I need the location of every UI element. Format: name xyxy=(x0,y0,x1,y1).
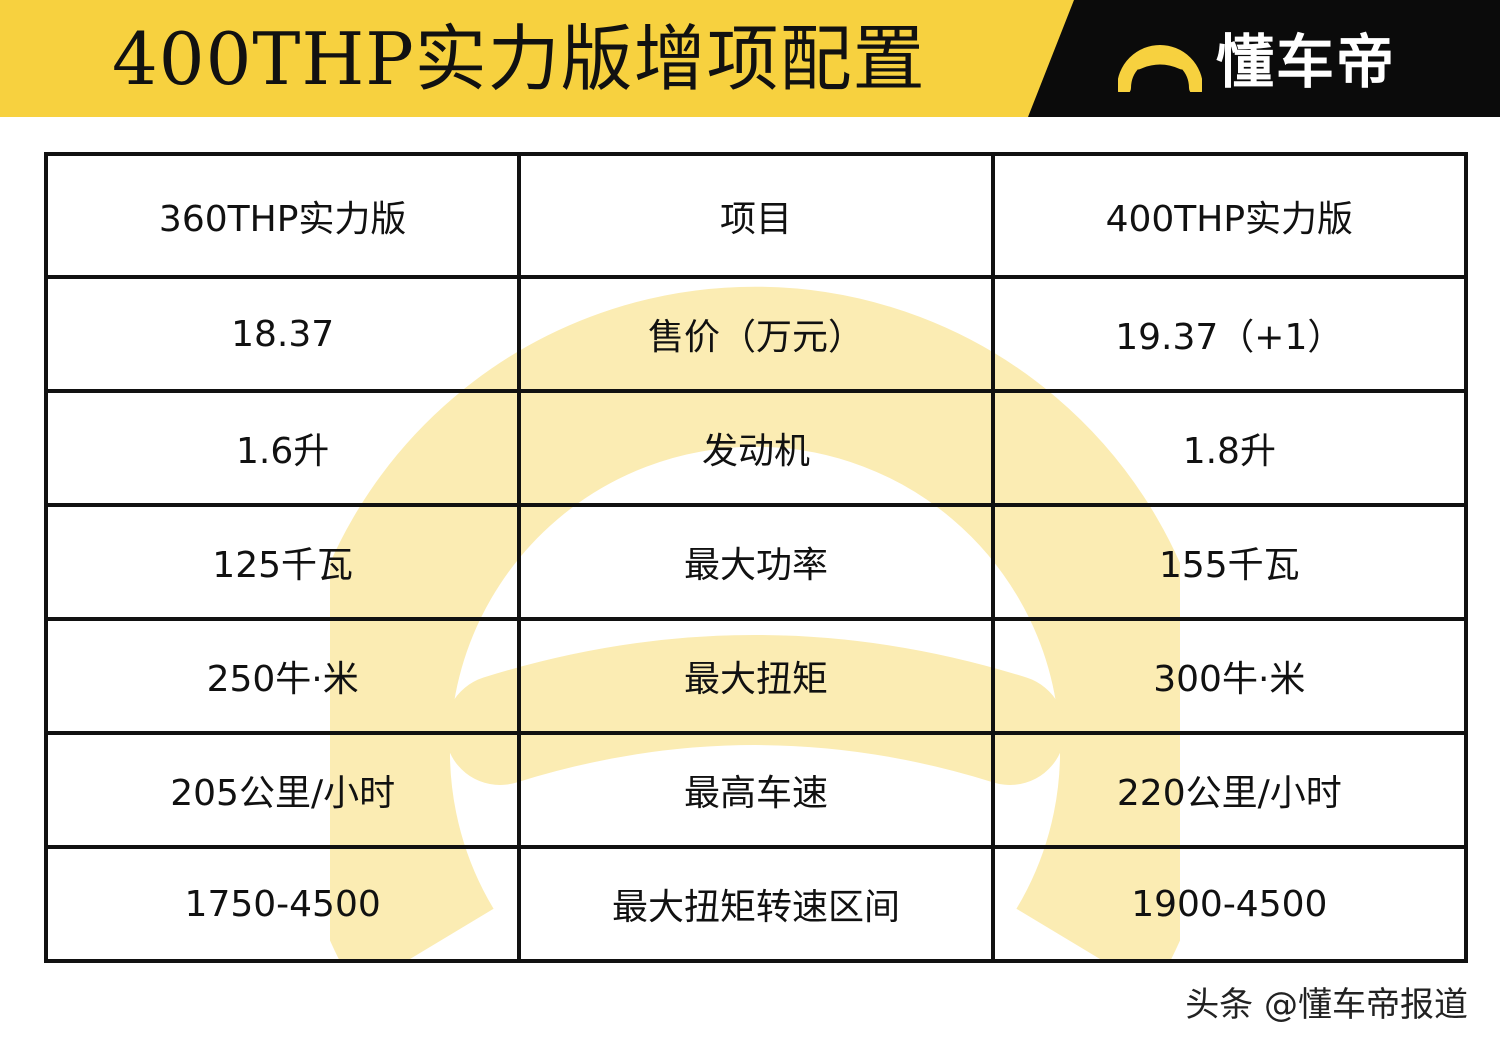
cell-item: 最大功率 xyxy=(517,503,995,621)
table-row: 125千瓦 最大功率 155千瓦 xyxy=(43,503,1469,621)
table-header-row: 360THP实力版 项目 400THP实力版 xyxy=(43,152,1469,279)
cell-item: 最大扭矩 xyxy=(517,617,995,735)
column-header-360thp: 360THP实力版 xyxy=(43,152,522,279)
table-row: 205公里/小时 最高车速 220公里/小时 xyxy=(43,731,1469,849)
cell-360thp: 205公里/小时 xyxy=(43,731,522,849)
brand-name: 懂车帝 xyxy=(1216,28,1397,96)
dongchedi-logo-icon xyxy=(1118,45,1202,92)
table-row: 250牛·米 最大扭矩 300牛·米 xyxy=(43,617,1469,735)
cell-400thp: 1900-4500 xyxy=(990,845,1469,963)
cell-360thp: 1.6升 xyxy=(43,389,522,507)
source-credit: 头条 @懂车帝报道 xyxy=(1185,985,1468,1025)
table-row: 1.6升 发动机 1.8升 xyxy=(43,389,1469,507)
cell-item: 售价（万元） xyxy=(517,275,995,393)
cell-360thp: 125千瓦 xyxy=(43,503,522,621)
column-header-item: 项目 xyxy=(517,152,995,279)
cell-360thp: 1750-4500 xyxy=(43,845,522,963)
cell-400thp: 155千瓦 xyxy=(990,503,1469,621)
cell-400thp: 19.37（+1） xyxy=(990,275,1469,393)
cell-400thp: 300牛·米 xyxy=(990,617,1469,735)
table-row: 18.37 售价（万元） 19.37（+1） xyxy=(43,275,1469,393)
cell-400thp: 220公里/小时 xyxy=(990,731,1469,849)
cell-item: 最高车速 xyxy=(517,731,995,849)
brand-panel xyxy=(1028,0,1500,117)
cell-item: 最大扭矩转速区间 xyxy=(517,845,995,963)
header-banner: 400THP实力版增项配置 懂车帝 xyxy=(0,0,1500,117)
cell-item: 发动机 xyxy=(517,389,995,507)
column-header-400thp: 400THP实力版 xyxy=(990,152,1469,279)
cell-360thp: 250牛·米 xyxy=(43,617,522,735)
cell-400thp: 1.8升 xyxy=(990,389,1469,507)
brand-logo: 懂车帝 xyxy=(1118,22,1396,96)
spec-comparison-table: 360THP实力版 项目 400THP实力版 18.37 售价（万元） 19.37（… xyxy=(43,152,1469,963)
cell-360thp: 18.37 xyxy=(43,275,522,393)
page-title: 400THP实力版增项配置 xyxy=(112,17,926,101)
table-row: 1750-4500 最大扭矩转速区间 1900-4500 xyxy=(43,845,1469,963)
